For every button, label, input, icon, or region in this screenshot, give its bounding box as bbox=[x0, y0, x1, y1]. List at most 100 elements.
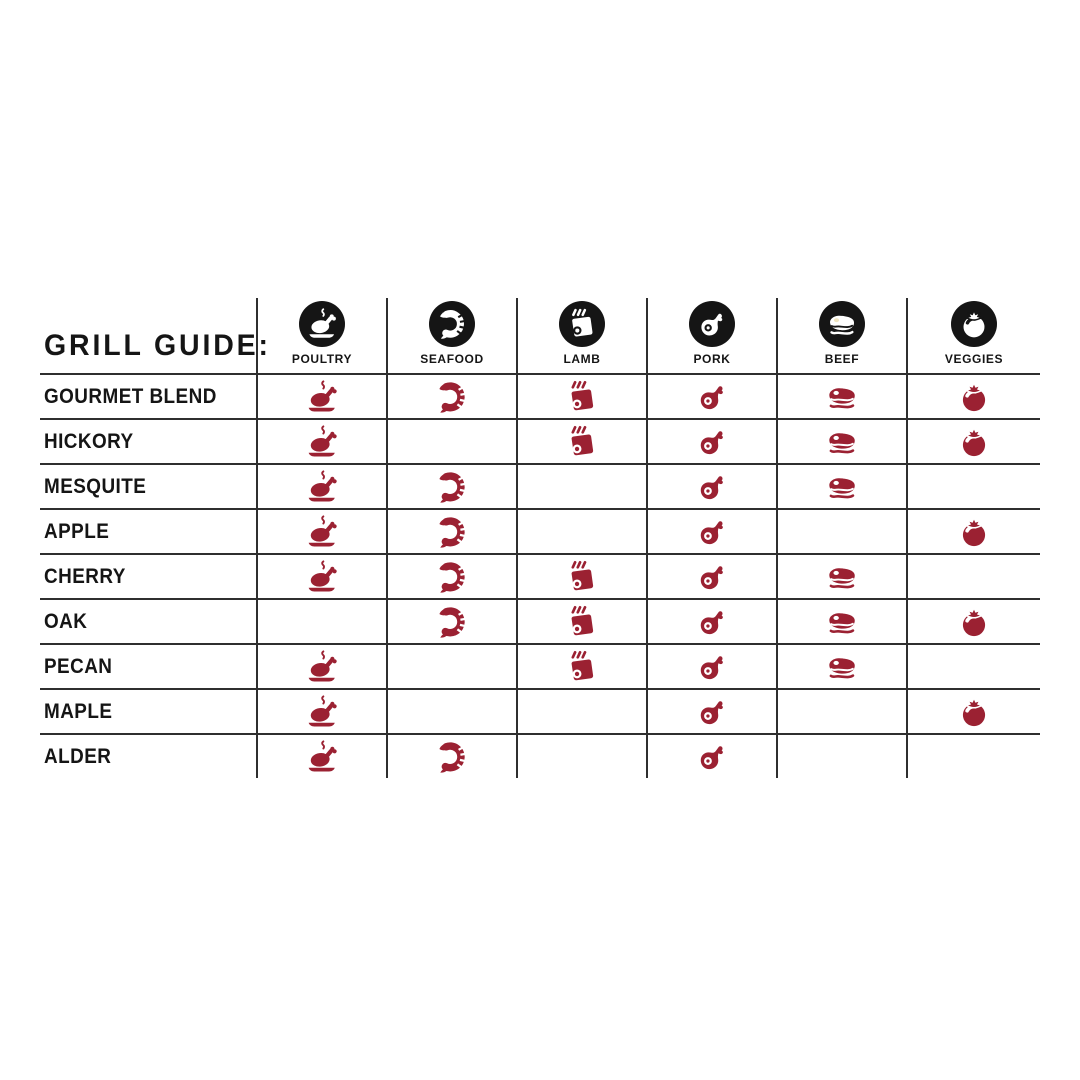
cell-gourmet-blend-pork bbox=[646, 373, 776, 418]
cell-apple-lamb bbox=[516, 508, 646, 553]
table-title-cell: GRILL GUIDE: bbox=[40, 298, 268, 373]
column-header-beef: BEEF bbox=[776, 298, 906, 373]
cell-pecan-beef bbox=[776, 643, 906, 688]
steak-icon bbox=[824, 379, 860, 415]
row-label-text: ALDER bbox=[44, 744, 112, 768]
row-label-gourmet-blend: GOURMET BLEND bbox=[40, 373, 256, 418]
cell-pecan-veggies bbox=[906, 643, 1040, 688]
row-label-mesquite: MESQUITE bbox=[40, 463, 256, 508]
ham-icon bbox=[694, 649, 730, 685]
cell-apple-poultry bbox=[256, 508, 386, 553]
shrimp-icon bbox=[434, 604, 470, 640]
row-label-text: PECAN bbox=[44, 654, 113, 678]
lamb-chop-icon bbox=[564, 424, 600, 460]
poultry-icon bbox=[304, 424, 340, 460]
steak-icon bbox=[819, 301, 865, 347]
ham-icon bbox=[694, 424, 730, 460]
poultry-icon bbox=[304, 559, 340, 595]
ham-icon bbox=[694, 604, 730, 640]
cell-maple-pork bbox=[646, 688, 776, 733]
ham-icon bbox=[694, 739, 730, 775]
shrimp-icon bbox=[434, 559, 470, 595]
cell-cherry-seafood bbox=[386, 553, 516, 598]
row-label-text: APPLE bbox=[44, 519, 110, 543]
poultry-icon bbox=[304, 379, 340, 415]
cell-apple-veggies bbox=[906, 508, 1040, 553]
cell-mesquite-seafood bbox=[386, 463, 516, 508]
page-title: GRILL GUIDE: bbox=[44, 329, 271, 362]
poultry-icon bbox=[299, 301, 345, 347]
cell-pecan-poultry bbox=[256, 643, 386, 688]
cell-alder-lamb bbox=[516, 733, 646, 778]
cell-gourmet-blend-beef bbox=[776, 373, 906, 418]
tomato-icon bbox=[956, 604, 992, 640]
row-label-text: GOURMET BLEND bbox=[44, 384, 217, 408]
lamb-chop-icon bbox=[564, 379, 600, 415]
row-label-apple: APPLE bbox=[40, 508, 256, 553]
ham-icon bbox=[694, 559, 730, 595]
cell-gourmet-blend-poultry bbox=[256, 373, 386, 418]
cell-apple-seafood bbox=[386, 508, 516, 553]
shrimp-icon bbox=[429, 301, 475, 347]
cell-oak-poultry bbox=[256, 598, 386, 643]
row-label-cherry: CHERRY bbox=[40, 553, 256, 598]
column-label-veggies: VEGGIES bbox=[944, 352, 1004, 366]
row-label-alder: ALDER bbox=[40, 733, 256, 778]
ham-icon bbox=[694, 694, 730, 730]
poultry-icon bbox=[304, 739, 340, 775]
row-label-maple: MAPLE bbox=[40, 688, 256, 733]
cell-maple-veggies bbox=[906, 688, 1040, 733]
cell-oak-veggies bbox=[906, 598, 1040, 643]
column-label-beef: BEEF bbox=[824, 352, 860, 366]
cell-oak-beef bbox=[776, 598, 906, 643]
cell-hickory-pork bbox=[646, 418, 776, 463]
cell-cherry-pork bbox=[646, 553, 776, 598]
column-header-seafood: SEAFOOD bbox=[386, 298, 516, 373]
cell-pecan-pork bbox=[646, 643, 776, 688]
cell-hickory-lamb bbox=[516, 418, 646, 463]
row-label-text: CHERRY bbox=[44, 564, 126, 588]
cell-cherry-veggies bbox=[906, 553, 1040, 598]
poultry-icon bbox=[304, 649, 340, 685]
grill-guide-table: GRILL GUIDE: POULTRY SEAFOOD LAMB PORK bbox=[40, 298, 1040, 778]
tomato-icon bbox=[951, 301, 997, 347]
steak-icon bbox=[824, 424, 860, 460]
cell-apple-pork bbox=[646, 508, 776, 553]
cell-gourmet-blend-veggies bbox=[906, 373, 1040, 418]
cell-mesquite-veggies bbox=[906, 463, 1040, 508]
tomato-icon bbox=[956, 379, 992, 415]
cell-cherry-lamb bbox=[516, 553, 646, 598]
cell-alder-seafood bbox=[386, 733, 516, 778]
poultry-icon bbox=[304, 469, 340, 505]
column-header-veggies: VEGGIES bbox=[906, 298, 1040, 373]
lamb-chop-icon bbox=[564, 559, 600, 595]
cell-mesquite-pork bbox=[646, 463, 776, 508]
cell-alder-veggies bbox=[906, 733, 1040, 778]
row-label-text: MAPLE bbox=[44, 699, 113, 723]
cell-oak-pork bbox=[646, 598, 776, 643]
row-label-text: HICKORY bbox=[44, 429, 134, 453]
column-header-poultry: POULTRY bbox=[256, 298, 386, 373]
column-header-lamb: LAMB bbox=[516, 298, 646, 373]
ham-icon bbox=[694, 379, 730, 415]
cell-maple-seafood bbox=[386, 688, 516, 733]
steak-icon bbox=[824, 604, 860, 640]
steak-icon bbox=[824, 559, 860, 595]
cell-mesquite-lamb bbox=[516, 463, 646, 508]
tomato-icon bbox=[956, 514, 992, 550]
cell-gourmet-blend-seafood bbox=[386, 373, 516, 418]
cell-maple-poultry bbox=[256, 688, 386, 733]
ham-icon bbox=[694, 469, 730, 505]
poultry-icon bbox=[304, 694, 340, 730]
cell-hickory-seafood bbox=[386, 418, 516, 463]
cell-alder-poultry bbox=[256, 733, 386, 778]
shrimp-icon bbox=[434, 739, 470, 775]
cell-apple-beef bbox=[776, 508, 906, 553]
tomato-icon bbox=[956, 694, 992, 730]
cell-mesquite-poultry bbox=[256, 463, 386, 508]
cell-cherry-beef bbox=[776, 553, 906, 598]
cell-gourmet-blend-lamb bbox=[516, 373, 646, 418]
column-label-lamb: LAMB bbox=[563, 352, 601, 366]
cell-hickory-veggies bbox=[906, 418, 1040, 463]
